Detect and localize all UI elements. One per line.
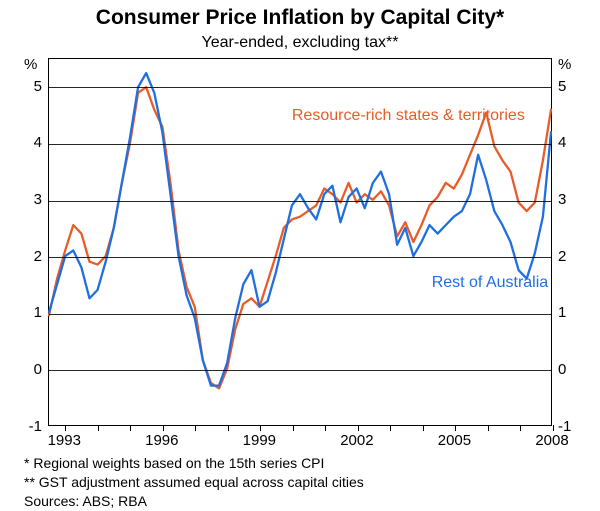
x-tick-mark (520, 425, 521, 431)
x-tick-mark (358, 425, 359, 431)
x-tick-mark (195, 425, 196, 431)
x-tick-mark (325, 425, 326, 431)
x-tick-mark (293, 425, 294, 431)
x-tick-mark (130, 425, 131, 431)
x-tick-label: 2005 (438, 432, 471, 449)
y-tick-right: 3 (558, 192, 566, 207)
series-resource (49, 87, 551, 388)
x-tick-label: 2002 (340, 432, 373, 449)
x-tick-mark (423, 425, 424, 431)
chart-container: Consumer Price Inflation by Capital City… (0, 0, 600, 507)
gridline (49, 144, 551, 145)
y-tick-right: 2 (558, 249, 566, 264)
x-tick-mark (488, 425, 489, 431)
x-tick-mark (553, 425, 554, 431)
x-tick-mark (260, 425, 261, 431)
x-tick-mark (65, 425, 66, 431)
series-label-resource: Resource-rich states & territories (292, 107, 525, 125)
y-unit-left: % (24, 56, 37, 73)
x-tick-mark (98, 425, 99, 431)
x-tick-label: 2008 (535, 432, 568, 449)
y-tick-left: 1 (18, 305, 42, 320)
footnote-line: ** GST adjustment assumed equal across c… (24, 473, 364, 492)
y-tick-left: 0 (18, 362, 42, 377)
x-tick-label: 1999 (243, 432, 276, 449)
y-tick-right: 4 (558, 135, 566, 150)
x-tick-mark (390, 425, 391, 431)
y-tick-left: 3 (18, 192, 42, 207)
y-tick-left: 4 (18, 135, 42, 150)
y-tick-right: 5 (558, 79, 566, 94)
x-tick-mark (455, 425, 456, 431)
gridline (49, 201, 551, 202)
y-tick-right: 1 (558, 305, 566, 320)
series-label-rest: Rest of Australia (432, 274, 549, 292)
gridline (49, 314, 551, 315)
y-tick-left: 5 (18, 79, 42, 94)
y-tick-left: 2 (18, 249, 42, 264)
y-tick-left: -1 (18, 419, 42, 434)
footnote-line: Sources: ABS; RBA (24, 492, 364, 511)
chart-title: Consumer Price Inflation by Capital City… (0, 6, 600, 30)
gridline (49, 257, 551, 258)
gridline (49, 370, 551, 371)
x-tick-mark (228, 425, 229, 431)
chart-subtitle: Year-ended, excluding tax** (0, 34, 600, 52)
y-tick-right: 0 (558, 362, 566, 377)
y-unit-right: % (558, 56, 571, 73)
footnote-line: * Regional weights based on the 15th ser… (24, 454, 364, 473)
footnotes: * Regional weights based on the 15th ser… (24, 454, 364, 511)
x-tick-label: 1996 (145, 432, 178, 449)
x-tick-mark (163, 425, 164, 431)
gridline (49, 87, 551, 88)
x-tick-label: 1993 (48, 432, 81, 449)
